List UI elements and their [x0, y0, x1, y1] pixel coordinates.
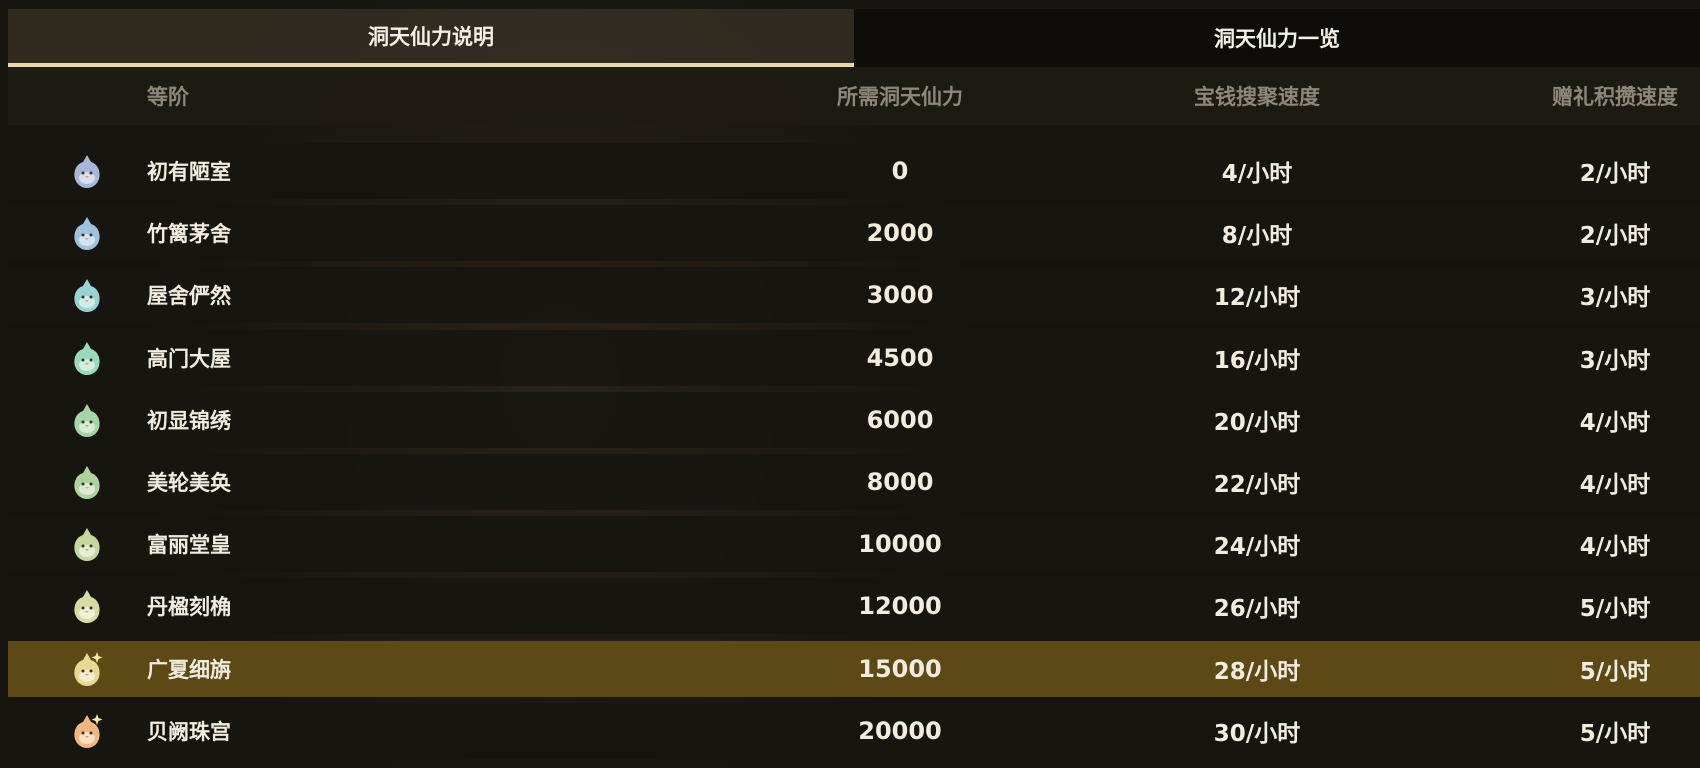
table-row: 富丽堂皇 10000 24/小时 4/小时	[8, 516, 1700, 573]
rank-name: 广夏细旃	[147, 657, 231, 682]
gift-rate: 4/小时	[1579, 472, 1651, 498]
required-value: 8000	[866, 468, 934, 496]
rank-name: 丹楹刻桷	[147, 595, 231, 620]
gift-rate: 2/小时	[1579, 223, 1651, 250]
header-coin-rate: 宝钱搜聚速度	[1194, 85, 1320, 109]
required-value: 20000	[858, 716, 942, 745]
penguin-rank-icon	[70, 401, 104, 439]
header-gift-rate: 赠礼积攒速度	[1552, 85, 1678, 109]
penguin-sparkle-icon	[70, 712, 104, 750]
table-row: 贝阙珠宫 20000 30/小时 5/小时	[8, 702, 1700, 759]
tab-bar: 洞天仙力说明 洞天仙力一览	[8, 9, 1700, 67]
gift-rate: 5/小时	[1579, 720, 1651, 747]
coin-rate: 30/小时	[1213, 720, 1301, 747]
coin-rate: 16/小时	[1213, 347, 1301, 374]
rank-name: 富丽堂皇	[147, 533, 231, 558]
table-row: 高门大屋 4500 16/小时 3/小时	[8, 329, 1700, 386]
required-value: 4500	[866, 343, 934, 372]
rank-name: 竹篱茅舍	[147, 222, 231, 247]
coin-rate: 20/小时	[1213, 409, 1301, 436]
required-value: 12000	[858, 592, 942, 621]
gift-rate: 3/小时	[1579, 285, 1651, 312]
rank-name: 高门大屋	[147, 346, 231, 371]
penguin-rank-icon	[70, 339, 104, 377]
gift-rate: 5/小时	[1579, 596, 1651, 623]
gift-rate: 5/小时	[1579, 658, 1651, 685]
rank-name: 初显锦绣	[147, 408, 231, 433]
table-row: 初显锦绣 6000 20/小时 4/小时	[8, 391, 1700, 448]
gift-rate: 3/小时	[1579, 347, 1651, 374]
table-row: 丹楹刻桷 12000 26/小时 5/小时	[8, 578, 1700, 635]
table-row: 竹篱茅舍 2000 8/小时 2/小时	[8, 205, 1700, 262]
coin-rate: 12/小时	[1213, 285, 1301, 312]
header-required: 所需洞天仙力	[837, 85, 963, 109]
required-value: 15000	[858, 654, 942, 683]
tab-description[interactable]: 洞天仙力说明	[8, 9, 854, 67]
coin-rate: 24/小时	[1213, 534, 1301, 561]
gift-rate: 4/小时	[1579, 409, 1651, 436]
header-rank: 等阶	[147, 85, 189, 109]
gift-rate: 2/小时	[1579, 161, 1651, 187]
required-value: 2000	[866, 219, 934, 248]
coin-rate: 26/小时	[1213, 596, 1301, 623]
rank-name: 初有陋室	[147, 160, 231, 184]
penguin-rank-icon	[70, 463, 104, 501]
coin-rate: 4/小时	[1221, 161, 1293, 187]
tab-overview[interactable]: 洞天仙力一览	[854, 9, 1700, 67]
coin-rate: 8/小时	[1221, 223, 1293, 250]
table-row: 初有陋室 0 4/小时 2/小时	[8, 143, 1700, 199]
required-value: 6000	[866, 405, 934, 434]
penguin-rank-icon	[70, 587, 104, 625]
table-row: 广夏细旃 15000 28/小时 5/小时	[8, 640, 1700, 697]
gift-rate: 4/小时	[1579, 534, 1651, 561]
table-row: 屋舍俨然 3000 12/小时 3/小时	[8, 267, 1700, 324]
required-value: 3000	[866, 281, 934, 310]
rank-name: 屋舍俨然	[147, 284, 231, 309]
rank-name: 美轮美奂	[147, 471, 231, 495]
required-value: 0	[891, 157, 909, 185]
penguin-rank-icon	[70, 152, 104, 190]
penguin-rank-icon	[70, 276, 104, 314]
penguin-sparkle-icon	[70, 650, 104, 688]
coin-rate: 22/小时	[1213, 472, 1301, 498]
penguin-rank-icon	[70, 525, 104, 563]
penguin-rank-icon	[70, 214, 104, 252]
table-row: 美轮美奂 8000 22/小时 4/小时	[8, 454, 1700, 510]
table-header: 等阶 所需洞天仙力 宝钱搜聚速度 赠礼积攒速度	[8, 67, 1700, 125]
required-value: 10000	[858, 530, 942, 559]
rank-name: 贝阙珠宫	[147, 719, 231, 744]
coin-rate: 28/小时	[1213, 658, 1301, 685]
